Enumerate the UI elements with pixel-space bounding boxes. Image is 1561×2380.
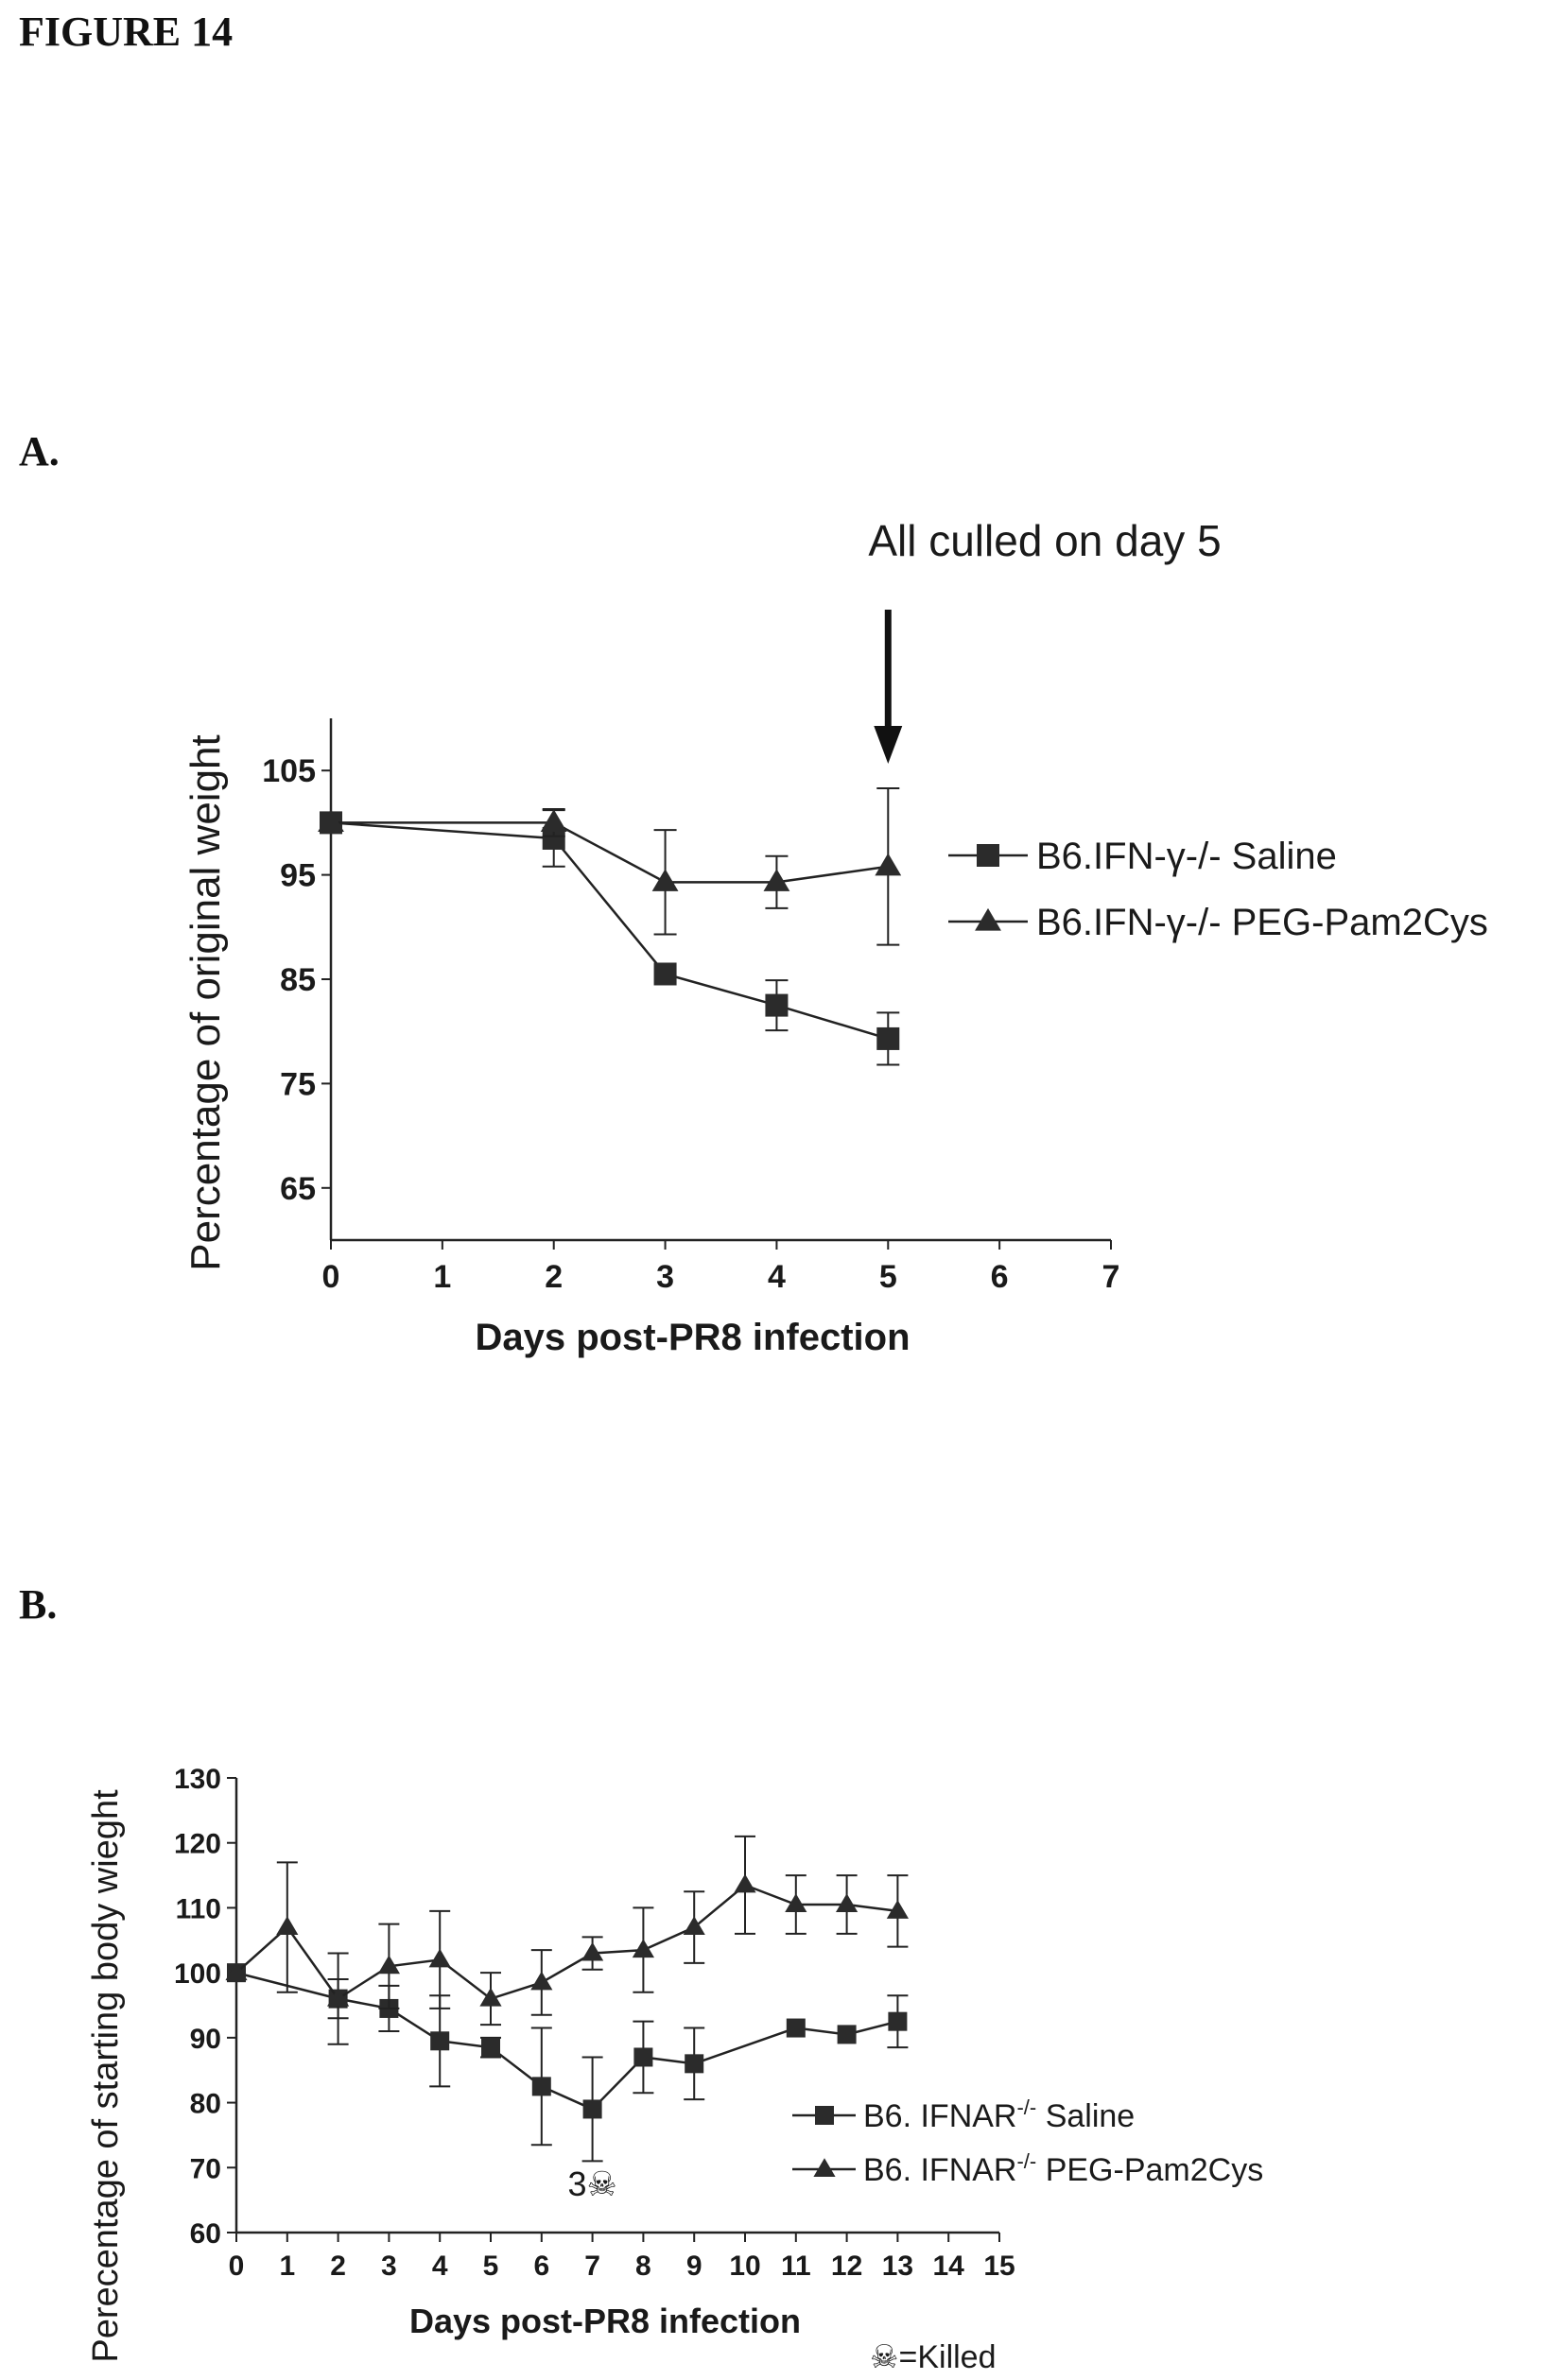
y-tick-label: 90 xyxy=(190,2024,221,2055)
y-tick-label: 100 xyxy=(174,1958,221,1990)
series-1-point xyxy=(530,1971,553,1991)
legend-0-label: B6.IFN-γ-/- Saline xyxy=(1036,836,1337,877)
series-0-point xyxy=(837,2025,857,2044)
y-tick-label: 110 xyxy=(176,1893,221,1924)
y-tick-label: 80 xyxy=(190,2089,221,2120)
x-tick-label: 11 xyxy=(781,2251,811,2282)
series-1-point xyxy=(581,1941,604,1961)
x-tick-label: 0 xyxy=(229,2251,245,2282)
series-0-point xyxy=(765,993,789,1017)
legend-1-label: B6. IFNAR-/- PEG-Pam2Cys xyxy=(863,2149,1263,2188)
series-1-point xyxy=(479,1987,502,2007)
series-1-point xyxy=(276,1916,299,1936)
y-tick-label: 70 xyxy=(190,2153,221,2184)
series-1-point xyxy=(763,869,790,891)
x-tick-label: 5 xyxy=(879,1259,897,1295)
y-tick-label: 120 xyxy=(174,1829,221,1860)
series-1-point xyxy=(225,1961,248,1981)
x-tick-label: 9 xyxy=(686,2251,702,2282)
y-tick-label: 75 xyxy=(280,1066,316,1102)
x-tick-label: 12 xyxy=(831,2251,862,2282)
series-1-point xyxy=(540,809,567,832)
series-1-line xyxy=(235,1883,898,2001)
series-1-point xyxy=(886,1900,909,1919)
series-1-point xyxy=(327,1987,350,2007)
series-0-point xyxy=(531,2077,551,2096)
series-0-point xyxy=(582,2099,602,2119)
x-tick-label: 15 xyxy=(983,2251,1015,2282)
series-1-point xyxy=(428,1948,451,1968)
x-tick-label: 4 xyxy=(768,1259,786,1295)
legend-1-label: B6.IFN-γ-/- PEG-Pam2Cys xyxy=(1036,902,1488,943)
y-axis-title: Percentage of original weight xyxy=(182,734,229,1270)
y-tick-label: 60 xyxy=(190,2218,221,2250)
y-tick-label: 130 xyxy=(174,1764,221,1795)
y-tick-label: 95 xyxy=(280,858,316,894)
annotation-arrow-head xyxy=(874,726,903,764)
series-0-point xyxy=(481,2038,500,2058)
x-axis-title: Days post-PR8 infection xyxy=(409,2302,801,2340)
legend-0-label-suffix: Saline xyxy=(1036,2098,1135,2134)
x-tick-label: 8 xyxy=(635,2251,651,2282)
series-1-point xyxy=(785,1893,807,1912)
series-0-point xyxy=(653,962,677,986)
x-tick-label: 1 xyxy=(433,1259,451,1295)
legend-1-label-sup: -/- xyxy=(1016,2149,1036,2173)
x-tick-label: 2 xyxy=(545,1259,563,1295)
series-0-point xyxy=(430,2031,450,2051)
series-1-point xyxy=(836,1893,859,1912)
x-tick-label: 14 xyxy=(933,2251,965,2282)
series-1-point xyxy=(734,1873,756,1893)
x-tick-label: 7 xyxy=(584,2251,600,2282)
x-tick-label: 1 xyxy=(279,2251,295,2282)
y-axis-title: Perecentage of starting body wieght xyxy=(86,1789,126,2363)
series-0-point xyxy=(888,2011,908,2031)
panel-a-label: A. xyxy=(19,428,60,474)
series-0-point xyxy=(633,2047,653,2067)
x-tick-label: 3 xyxy=(656,1259,674,1295)
legend-0-label: B6. IFNAR-/- Saline xyxy=(863,2095,1135,2134)
x-axis-title: Days post-PR8 infection xyxy=(475,1317,910,1358)
series-1-point xyxy=(377,1955,400,1975)
x-tick-label: 13 xyxy=(882,2251,913,2282)
x-tick-label: 6 xyxy=(991,1259,1009,1295)
legend-1-label-prefix: B6. IFNAR xyxy=(863,2152,1016,2188)
series-0-point xyxy=(786,2018,806,2038)
annotation-text: All culled on day 5 xyxy=(868,516,1221,565)
annotation-text: 3☠ xyxy=(567,2164,616,2203)
series-1-point xyxy=(683,1916,705,1936)
y-tick-label: 65 xyxy=(280,1171,316,1207)
legend-0-label-prefix: B6. IFNAR xyxy=(863,2098,1016,2134)
x-tick-label: 4 xyxy=(432,2251,448,2282)
series-1-point xyxy=(875,853,902,876)
x-tick-label: 0 xyxy=(322,1259,340,1295)
series-1-point xyxy=(651,869,679,891)
legend-1-label-suffix: PEG-Pam2Cys xyxy=(1036,2152,1263,2188)
series-0-point xyxy=(876,1026,900,1050)
series-0-point xyxy=(685,2054,704,2074)
x-tick-label: 6 xyxy=(533,2251,549,2282)
legend-1-marker xyxy=(975,907,1001,931)
series-1-point xyxy=(318,809,344,832)
x-tick-label: 5 xyxy=(483,2251,499,2282)
legend-1-marker xyxy=(813,2158,836,2177)
panel-b-label: B. xyxy=(19,1581,58,1628)
x-tick-label: 3 xyxy=(381,2251,397,2282)
y-tick-label: 85 xyxy=(280,962,316,998)
x-tick-label: 2 xyxy=(330,2251,346,2282)
x-tick-label: 10 xyxy=(729,2251,760,2282)
figure-title: FIGURE 14 xyxy=(19,9,234,55)
legend-0-marker xyxy=(815,2106,834,2125)
legend-0-label-sup: -/- xyxy=(1016,2095,1036,2119)
series-1-point xyxy=(632,1939,654,1958)
x-tick-label: 7 xyxy=(1102,1259,1120,1295)
legend-0-marker xyxy=(977,844,999,867)
footnote-text: ☠=Killed xyxy=(870,2339,997,2375)
y-tick-label: 105 xyxy=(262,753,316,789)
